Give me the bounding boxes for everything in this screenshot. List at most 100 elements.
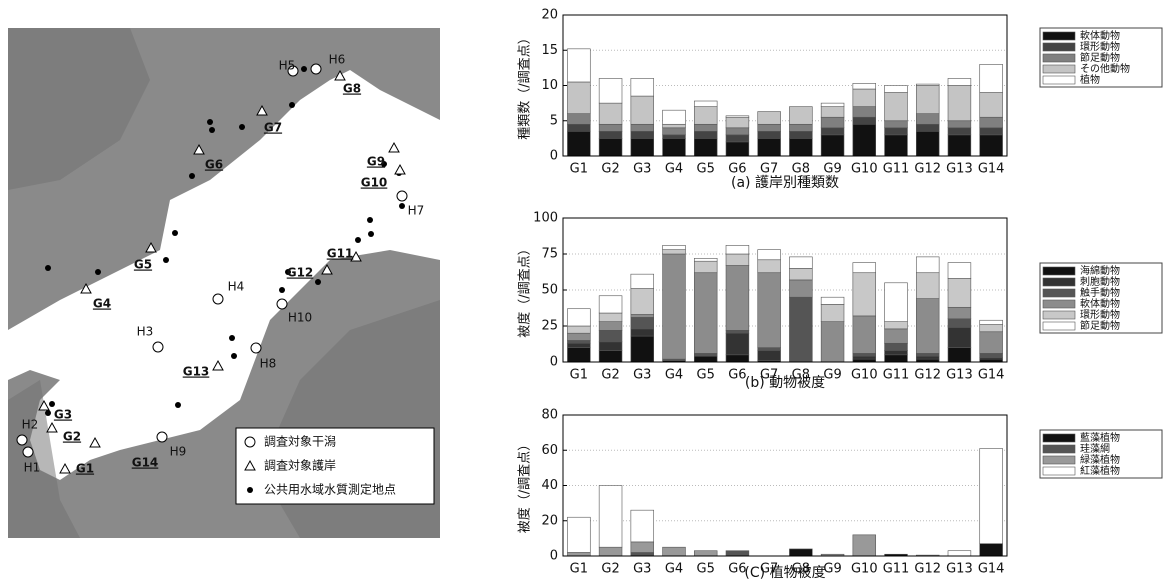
bar-segment (853, 316, 876, 353)
legend-swatch (1043, 65, 1075, 73)
bar-segment (916, 114, 939, 125)
bar-segment (758, 131, 781, 138)
bar-segment (853, 117, 876, 124)
bar-segment (789, 549, 812, 556)
legend-symbol (245, 437, 255, 447)
tidal-flat-marker (17, 435, 27, 445)
x-tick-label: G13 (946, 368, 973, 383)
bar-segment (631, 289, 654, 315)
bar-segment (599, 138, 622, 156)
bar-segment (726, 117, 749, 128)
x-tick-label: G12 (914, 162, 941, 177)
legend-swatch (1043, 434, 1075, 442)
bar-segment (821, 304, 844, 321)
x-tick-label: G6 (728, 368, 746, 383)
bar-segment (980, 320, 1003, 324)
bar-segment (694, 261, 717, 273)
legend-label: 環形動物 (1080, 40, 1120, 53)
bar-segment (980, 353, 1003, 357)
bar-segment (663, 547, 686, 556)
bar-segment (567, 340, 590, 343)
water-quality-point (95, 269, 101, 275)
bar-segment (599, 78, 622, 103)
bar-segment (789, 131, 812, 138)
legend-swatch (1043, 445, 1075, 453)
legend-label: 節足動物 (1080, 51, 1120, 64)
legend-swatch (1043, 456, 1075, 464)
bar-segment (948, 278, 971, 307)
bar-segment (789, 257, 812, 269)
site-label: G12 (287, 266, 314, 280)
y-axis-label: 被度（/調査点） (517, 242, 533, 337)
legend-swatch (1043, 54, 1075, 62)
bar-segment (694, 353, 717, 356)
bar-segment (853, 356, 876, 359)
bar-segment (694, 107, 717, 125)
x-tick-label: G4 (665, 562, 683, 577)
y-tick-label: 20 (541, 513, 558, 528)
bar-segment (631, 131, 654, 138)
x-tick-label: G14 (978, 368, 1005, 383)
legend-label: 緑藻植物 (1080, 453, 1120, 466)
water-quality-point (207, 119, 213, 125)
bar-segment (567, 348, 590, 362)
tidal-flat-marker (157, 432, 167, 442)
water-quality-point (189, 173, 195, 179)
x-tick-label: G2 (601, 368, 619, 383)
water-quality-point (289, 102, 295, 108)
bar-segment (758, 273, 781, 348)
bar-segment (758, 250, 781, 260)
legend-label: 紅藻植物 (1080, 464, 1120, 477)
legend-swatch (1043, 311, 1075, 319)
site-label: G10 (361, 176, 388, 190)
site-label: H7 (408, 204, 425, 218)
y-tick-label: 25 (541, 319, 558, 334)
bar-segment (885, 121, 908, 128)
site-label: H8 (260, 357, 277, 371)
bar-segment (980, 332, 1003, 354)
bar-segment (916, 299, 939, 354)
bar-segment (663, 250, 686, 254)
bar-segment (885, 283, 908, 322)
bar-segment (821, 135, 844, 156)
site-label: G14 (132, 456, 159, 470)
x-tick-label: G14 (978, 562, 1005, 577)
bar-segment (885, 86, 908, 93)
x-tick-label: G10 (851, 368, 878, 383)
bar-segment (663, 254, 686, 359)
water-quality-point (209, 127, 215, 133)
bar-segment (916, 131, 939, 156)
bar-segment (726, 330, 749, 333)
water-quality-point (163, 257, 169, 263)
x-tick-label: G2 (601, 562, 619, 577)
bar-segment (567, 552, 590, 556)
tidal-flat-marker (311, 64, 321, 74)
bar-segment (599, 330, 622, 342)
x-tick-label: G4 (665, 162, 683, 177)
x-tick-label: G5 (697, 162, 715, 177)
bar-segment (567, 131, 590, 156)
bar-segment (599, 131, 622, 138)
bar-segment (631, 317, 654, 329)
bar-segment (663, 110, 686, 124)
bar-segment (948, 327, 971, 347)
site-label: G13 (183, 365, 210, 379)
water-quality-point (301, 66, 307, 72)
tidal-flat-marker (251, 343, 261, 353)
bar-segment (948, 263, 971, 279)
bar-segment (758, 348, 781, 351)
bar-segment (758, 124, 781, 131)
bar-segment (948, 128, 971, 135)
bar-segment (631, 542, 654, 553)
water-quality-point (231, 353, 237, 359)
water-quality-point (172, 230, 178, 236)
water-quality-point (239, 124, 245, 130)
legend-swatch (1043, 322, 1075, 330)
bar-segment (980, 448, 1003, 543)
x-tick-label: G1 (570, 162, 588, 177)
x-tick-label: G12 (914, 562, 941, 577)
bar-segment (599, 350, 622, 362)
bar-segment (948, 135, 971, 156)
bar-segment (948, 319, 971, 328)
site-label: H6 (329, 53, 346, 67)
